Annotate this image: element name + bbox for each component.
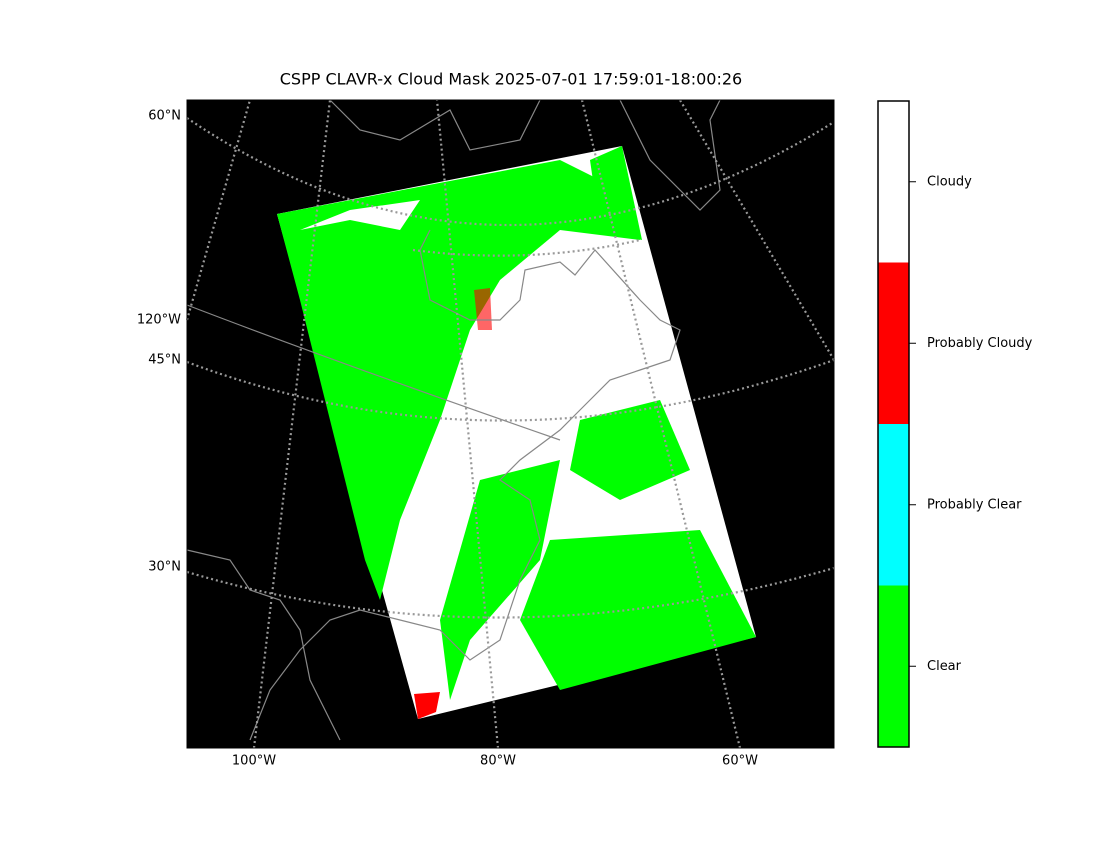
lat-label: 45°N [148,353,181,368]
map-frame [186,99,835,749]
coastline [249,229,681,741]
colorbar-label: Probably Cloudy [927,336,1033,351]
lon-label: 100°W [232,754,276,769]
colorbar-frame [877,100,910,748]
parallel [186,358,835,422]
coastline [329,99,721,211]
colorbar-segment [878,101,909,263]
meridian [679,99,835,361]
lon-label: 60°W [722,754,758,769]
cloud-area [300,200,420,230]
colorbar-label: Clear [927,659,962,674]
clear-area [440,460,560,700]
map [185,99,835,749]
clear-area [590,146,642,240]
meridian [580,99,742,749]
meridian [252,99,332,749]
map-title: CSPP CLAVR-x Cloud Mask 2025-07-01 17:59… [280,70,742,89]
parallel [186,117,835,227]
meridian [185,99,252,321]
border [186,304,561,441]
colorbar-label: Cloudy [927,174,972,189]
clear-area [570,400,690,500]
cloudy-speck [414,692,440,719]
lat-label: 60°N [148,109,181,124]
clear-area [277,160,640,640]
coastline [186,549,341,741]
lon-label: 80°W [480,754,516,769]
parallel [412,238,641,257]
colorbar: Clear Probably Clear Probably Cloudy Cloudy [877,100,1033,748]
meridian [435,99,500,749]
clear-area [520,530,756,690]
lat-label: 30°N [148,560,181,575]
parallel [186,566,835,619]
colorbar-segment [878,424,909,586]
colorbar-segment [878,585,909,747]
colorbar-label: Probably Clear [927,497,1022,512]
colorbar-segment [878,262,909,424]
lon-label: 120°W [137,313,181,328]
